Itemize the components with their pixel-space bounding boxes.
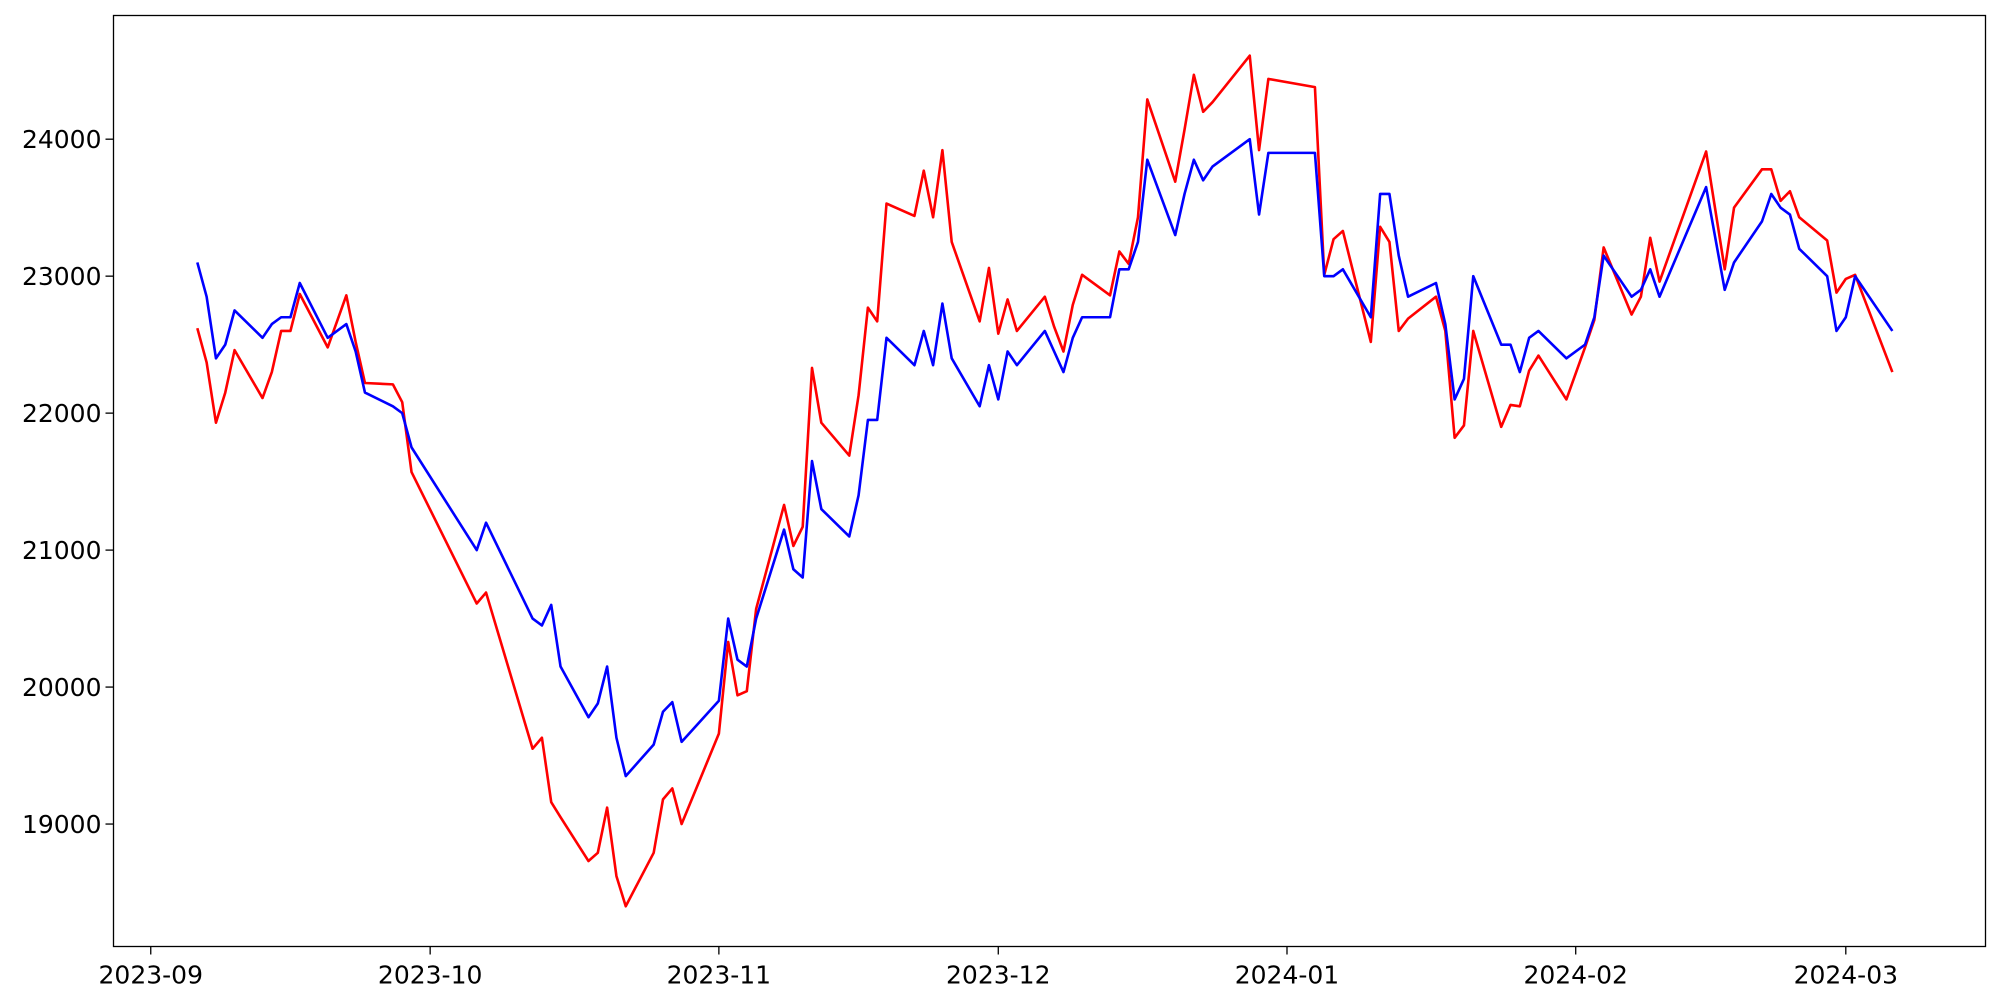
x-tick-label: 2023-12 xyxy=(946,961,1050,990)
plot-frame xyxy=(112,14,1987,948)
y-tick-label: 23000 xyxy=(22,262,102,291)
x-tick-label: 2024-02 xyxy=(1523,961,1627,990)
series-line xyxy=(196,54,1894,908)
x-tick-label: 2023-10 xyxy=(378,961,482,990)
x-tick-label: 2023-09 xyxy=(99,961,203,990)
y-tick-label: 20000 xyxy=(22,673,102,702)
x-tick-label: 2023-11 xyxy=(667,961,771,990)
x-tick-label: 2024-01 xyxy=(1235,961,1339,990)
y-tick-label: 24000 xyxy=(22,125,102,154)
y-tick-label: 22000 xyxy=(22,399,102,428)
y-tick-label: 19000 xyxy=(22,810,102,839)
series-line xyxy=(196,137,1894,778)
y-tick-label: 21000 xyxy=(22,536,102,565)
x-tick-label: 2024-03 xyxy=(1794,961,1898,990)
